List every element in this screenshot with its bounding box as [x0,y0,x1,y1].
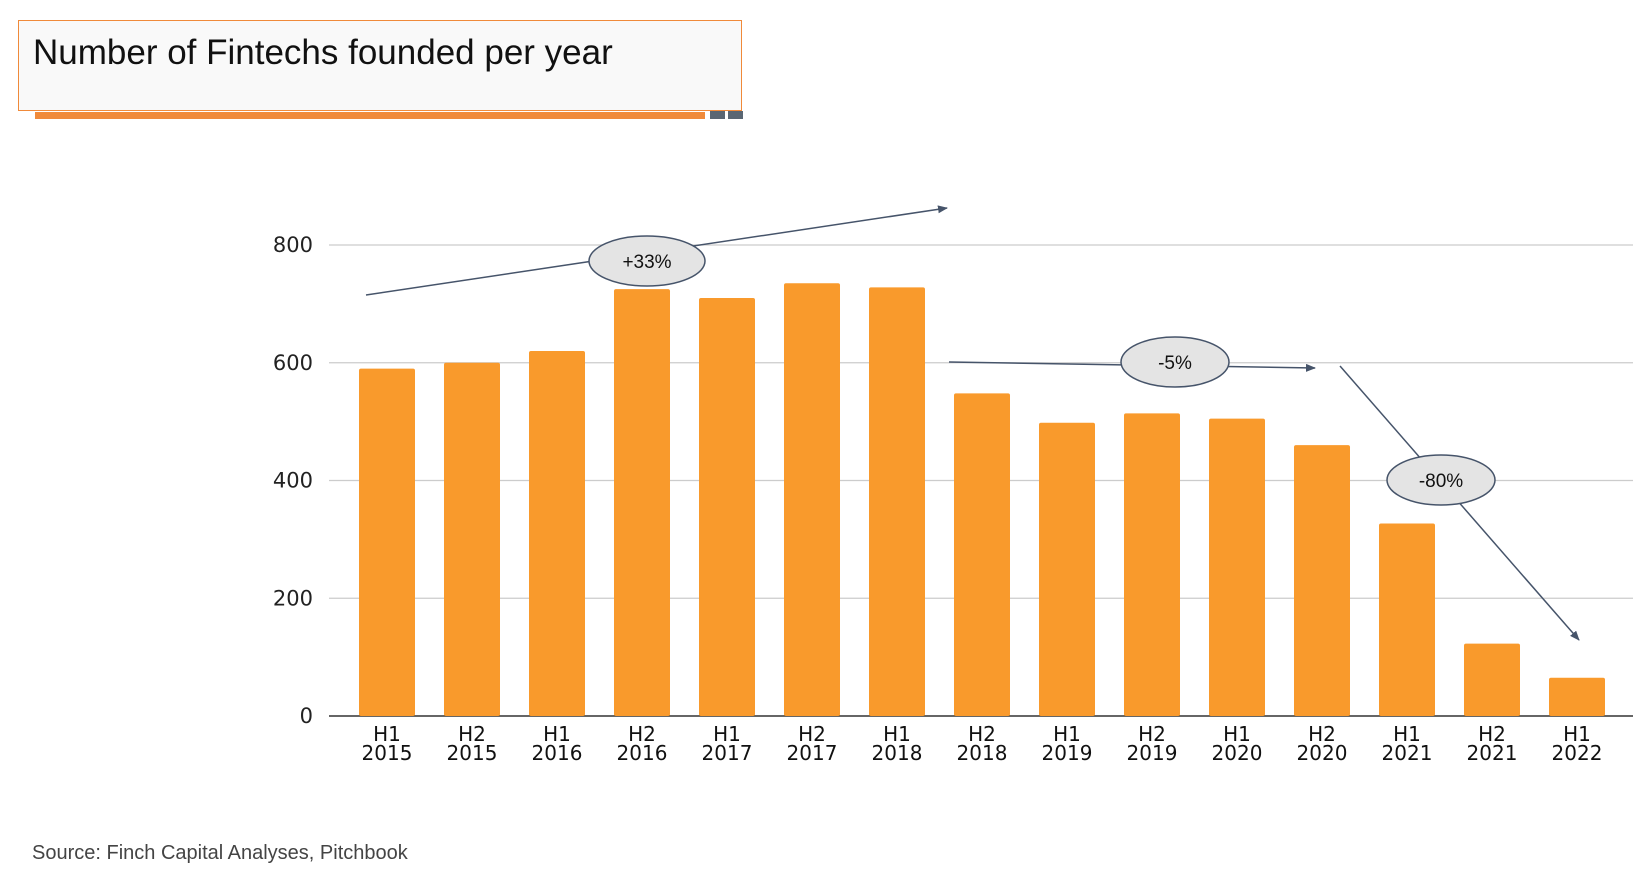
decor-square [710,111,725,119]
x-tick-label: H1 [713,722,741,746]
y-tick-label: 600 [273,351,313,375]
x-tick-label: H2 [1478,722,1506,746]
x-tick-label: 2017 [702,741,753,765]
x-tick-label: 2016 [532,741,583,765]
x-tick-label: 2022 [1552,741,1603,765]
x-tick-label: H1 [1563,722,1591,746]
annotation-label: -5% [1158,353,1192,374]
bar [1039,422,1095,716]
x-tick-label: H1 [543,722,571,746]
x-tick-label: 2018 [872,741,923,765]
page-title: Number of Fintechs founded per year [33,33,613,72]
x-tick-label: 2019 [1042,741,1093,765]
x-tick-label: H1 [1053,722,1081,746]
x-tick-label: H2 [1138,722,1166,746]
bar [1124,413,1180,716]
x-tick-label: 2021 [1467,741,1518,765]
title-underline [35,112,705,119]
bar [1209,418,1265,716]
x-tick-label: H2 [1308,722,1336,746]
x-tick-label: H2 [798,722,826,746]
x-tick-label: 2019 [1127,741,1178,765]
x-tick-label: 2016 [617,741,668,765]
bar [699,297,755,716]
x-tick-label: 2018 [957,741,1008,765]
annotation-bubble [1386,454,1496,506]
x-tick-label: H1 [373,722,401,746]
y-tick-label: 0 [300,704,313,728]
bar [1379,523,1435,716]
bar [784,283,840,716]
x-tick-label: 2021 [1382,741,1433,765]
x-tick-label: H2 [968,722,996,746]
annotation-label: +33% [622,252,671,273]
decor-square [728,111,743,119]
bar [444,362,500,716]
y-tick-label: 400 [273,469,313,493]
title-box: Number of Fintechs founded per year [18,20,742,111]
x-tick-label: 2017 [787,741,838,765]
bar [869,287,925,716]
bar [614,289,670,716]
y-tick-label: 200 [273,586,313,610]
x-tick-label: 2015 [447,741,498,765]
bar [359,368,415,716]
annotation-bubble [588,235,706,287]
x-tick-label: H2 [458,722,486,746]
x-tick-label: 2020 [1297,741,1348,765]
bar [954,393,1010,716]
x-tick-label: H1 [1393,722,1421,746]
annotation-label: -80% [1419,471,1463,492]
annotation-bubble [1120,336,1230,388]
y-tick-label: 800 [273,233,313,257]
bar [1464,643,1520,716]
x-tick-label: H1 [1223,722,1251,746]
bar [529,350,585,716]
x-tick-label: H1 [883,722,911,746]
bar [1294,445,1350,716]
x-tick-label: 2015 [362,741,413,765]
bar [1549,677,1605,716]
x-tick-label: H2 [628,722,656,746]
source-note: Source: Finch Capital Analyses, Pitchboo… [32,842,408,864]
x-tick-label: 2020 [1212,741,1263,765]
